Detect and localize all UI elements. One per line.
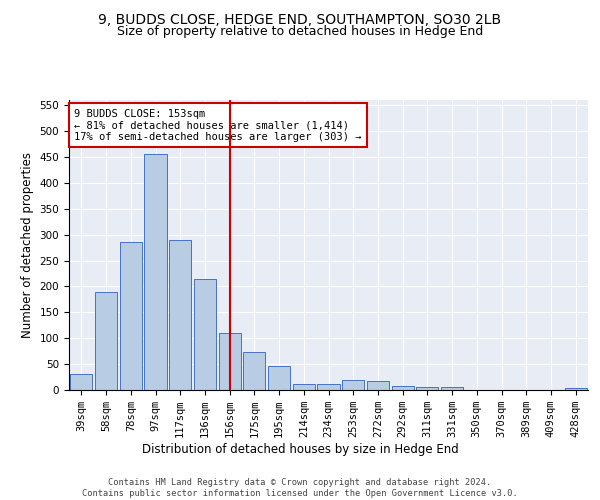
Bar <box>565 388 587 390</box>
Bar <box>293 384 315 390</box>
Bar <box>145 154 167 390</box>
Text: Contains HM Land Registry data © Crown copyright and database right 2024.
Contai: Contains HM Land Registry data © Crown c… <box>82 478 518 498</box>
Bar <box>392 386 414 390</box>
Bar <box>441 388 463 390</box>
Bar <box>416 388 439 390</box>
Text: Size of property relative to detached houses in Hedge End: Size of property relative to detached ho… <box>117 25 483 38</box>
Bar <box>95 292 117 390</box>
Bar <box>218 333 241 390</box>
Y-axis label: Number of detached properties: Number of detached properties <box>21 152 34 338</box>
Bar <box>367 381 389 390</box>
Text: Distribution of detached houses by size in Hedge End: Distribution of detached houses by size … <box>142 442 458 456</box>
Bar <box>243 352 265 390</box>
Bar <box>70 374 92 390</box>
Bar <box>169 240 191 390</box>
Bar <box>268 366 290 390</box>
Text: 9, BUDDS CLOSE, HEDGE END, SOUTHAMPTON, SO30 2LB: 9, BUDDS CLOSE, HEDGE END, SOUTHAMPTON, … <box>98 12 502 26</box>
Bar <box>119 242 142 390</box>
Bar <box>342 380 364 390</box>
Bar <box>317 384 340 390</box>
Bar <box>194 278 216 390</box>
Text: 9 BUDDS CLOSE: 153sqm
← 81% of detached houses are smaller (1,414)
17% of semi-d: 9 BUDDS CLOSE: 153sqm ← 81% of detached … <box>74 108 362 142</box>
